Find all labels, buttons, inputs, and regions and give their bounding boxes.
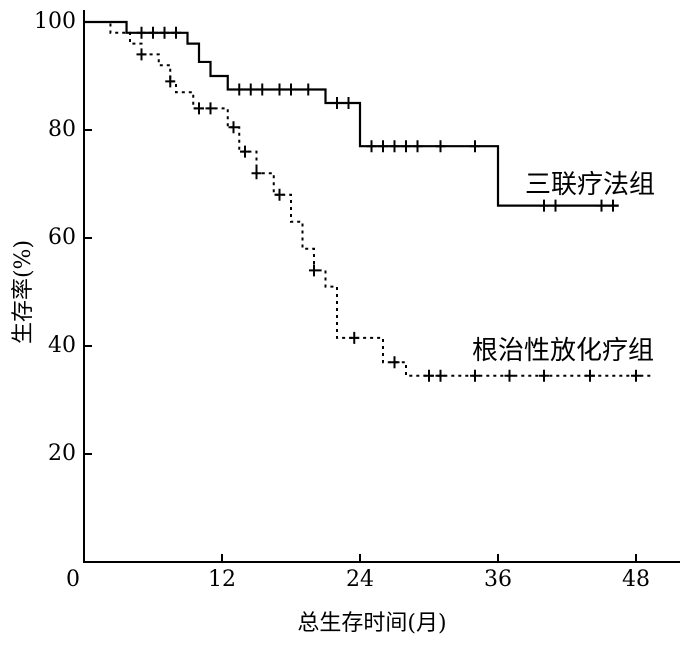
censor-mark (401, 140, 411, 153)
censor-mark (251, 167, 262, 180)
censor-mark (424, 369, 434, 382)
x-tick-label: 36 (484, 567, 512, 592)
censor-mark (366, 140, 377, 153)
censor-mark (412, 140, 423, 153)
censor-mark (608, 199, 618, 212)
censor-mark (470, 140, 480, 153)
censor-mark (286, 83, 296, 96)
censor-mark (274, 83, 285, 96)
censor-mark (136, 48, 147, 61)
x-tick-label: 48 (622, 567, 650, 592)
y-axis-label: 生存率(%) (11, 240, 36, 344)
censor-mark (240, 145, 250, 158)
censor-mark (171, 26, 181, 39)
censor-mark (194, 102, 204, 115)
y-tick-label: 80 (48, 117, 76, 142)
censor-mark (159, 26, 170, 39)
censor-mark (585, 369, 595, 382)
censor-mark (550, 199, 561, 212)
censor-mark (435, 369, 446, 382)
censor-mark (378, 140, 388, 153)
censor-mark (504, 369, 515, 382)
censor-mark (435, 140, 446, 153)
x-axis-label: 总生存时间(月) (297, 611, 446, 636)
x-tick-label: 24 (346, 567, 374, 592)
censor-mark (234, 83, 245, 96)
series-label: 三联疗法组 (525, 170, 655, 200)
y-tick-label: 100 (34, 9, 76, 34)
censor-mark (309, 264, 319, 277)
censor-mark (136, 26, 147, 39)
censor-mark (148, 26, 158, 39)
censor-mark (274, 188, 285, 201)
censor-mark (303, 83, 314, 96)
censor-mark (245, 83, 256, 96)
x-tick-label: 0 (66, 567, 80, 592)
censor-mark (389, 356, 400, 369)
censor-mark (343, 97, 354, 109)
censor-mark (257, 83, 268, 96)
censor-mark (631, 369, 641, 382)
y-tick-label: 60 (48, 225, 76, 250)
censor-mark (470, 369, 480, 382)
censor-mark (165, 75, 176, 88)
censor-mark (332, 97, 342, 109)
series-label: 根治性放化疗组 (472, 336, 654, 366)
censor-mark (389, 140, 400, 153)
x-tick-label: 12 (208, 567, 236, 592)
censor-mark (539, 199, 549, 212)
censor-mark (349, 331, 360, 344)
y-tick-label: 20 (48, 441, 76, 466)
y-tick-label: 40 (48, 333, 76, 358)
censor-mark (539, 369, 549, 382)
censor-mark (205, 102, 216, 115)
censor-mark (228, 121, 239, 134)
censor-mark (596, 199, 607, 212)
